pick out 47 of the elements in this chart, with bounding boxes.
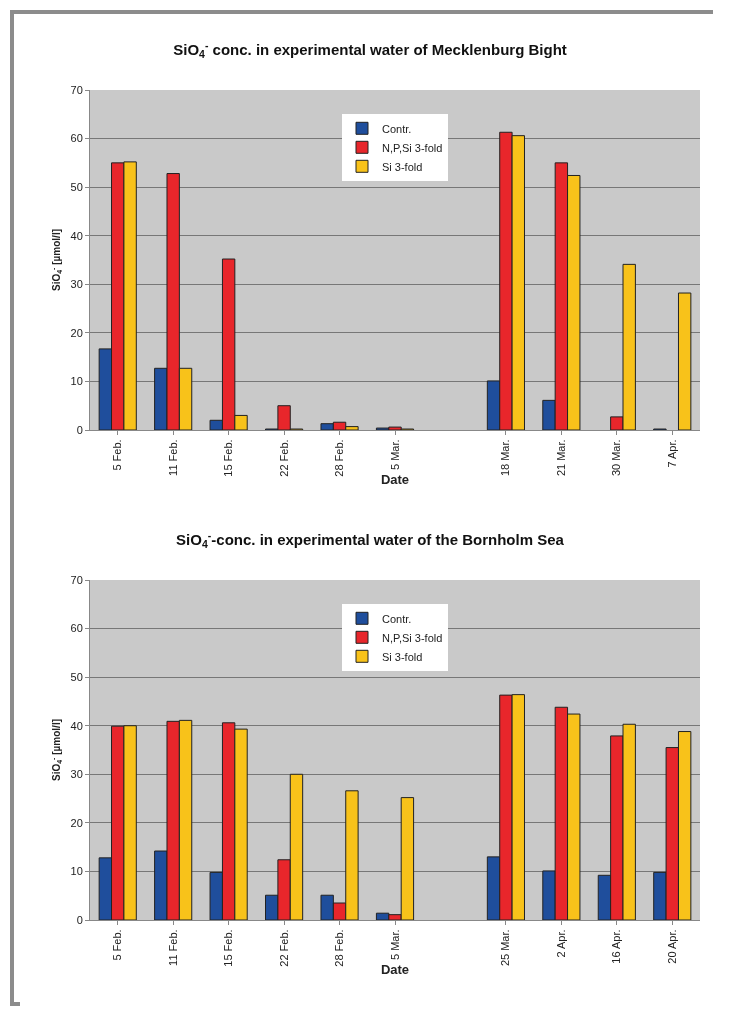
x-tick-label: 30 Mar. xyxy=(610,439,623,477)
legend-label: N,P,Si 3-fold xyxy=(382,631,443,644)
x-axis-title: Date xyxy=(380,471,410,487)
x-tick-label: 18 Mar. xyxy=(499,439,512,477)
y-tick-label: 30 xyxy=(70,768,83,781)
x-tick-label: 5 Feb. xyxy=(111,929,124,961)
x-tick-label: 11 Feb. xyxy=(166,929,179,966)
legend-label: Contr. xyxy=(382,122,412,135)
y-tick-label: 60 xyxy=(70,622,83,635)
y-tick-label: 70 xyxy=(70,573,83,586)
y-tick-label: 0 xyxy=(76,913,83,926)
x-tick-label: 5 Mar. xyxy=(388,929,401,960)
legend-label: Si 3-fold xyxy=(382,650,423,663)
bar xyxy=(677,292,692,430)
y-tick-label: 50 xyxy=(70,180,83,193)
x-tick-label: 15 Feb. xyxy=(222,929,235,967)
x-tick-label: 5 Mar. xyxy=(388,439,401,470)
x-tick-label: 21 Mar. xyxy=(554,439,567,477)
y-tick-label: 70 xyxy=(70,83,83,96)
x-tick-label: 15 Feb. xyxy=(222,439,235,477)
x-tick-label: 16 Apr. xyxy=(610,929,623,964)
x-tick-label: 28 Feb. xyxy=(333,439,346,477)
x-tick-label: 2 Apr. xyxy=(554,929,567,958)
chart-title: SiO$_{4}$$^{-}$-conc. in experimental water of the Bornholm Sea xyxy=(176,528,565,551)
legend-label: N,P,Si 3-fold xyxy=(382,141,443,154)
y-tick-label: 20 xyxy=(70,816,83,829)
legend-label: Contr. xyxy=(382,612,412,625)
legend-label: Si 3-fold xyxy=(382,160,423,173)
x-tick-label: 11 Feb. xyxy=(166,439,179,476)
x-tick-label: 28 Feb. xyxy=(333,929,346,967)
chart-title: SiO$_{4}$$^{-}$ conc. in experimental water of Mecklenburg Bight xyxy=(173,38,567,61)
y-tick-label: 40 xyxy=(70,719,83,732)
y-tick-label: 10 xyxy=(70,865,83,878)
y-tick-label: 20 xyxy=(70,326,83,339)
y-tick-label: 10 xyxy=(70,375,83,388)
x-tick-label: 20 Apr. xyxy=(665,929,678,964)
y-tick-label: 0 xyxy=(76,423,83,436)
x-axis-title: Date xyxy=(380,961,410,977)
x-tick-label: 7 Apr. xyxy=(665,439,678,468)
x-tick-label: 22 Feb. xyxy=(277,439,290,477)
y-tick-label: 60 xyxy=(70,132,83,145)
y-tick-label: 50 xyxy=(70,670,83,683)
x-tick-label: 25 Mar. xyxy=(499,929,512,967)
y-tick-label: 40 xyxy=(70,229,83,242)
y-tick-label: 30 xyxy=(70,278,83,291)
x-tick-label: 22 Feb. xyxy=(277,929,290,967)
x-tick-label: 5 Feb. xyxy=(111,439,124,471)
